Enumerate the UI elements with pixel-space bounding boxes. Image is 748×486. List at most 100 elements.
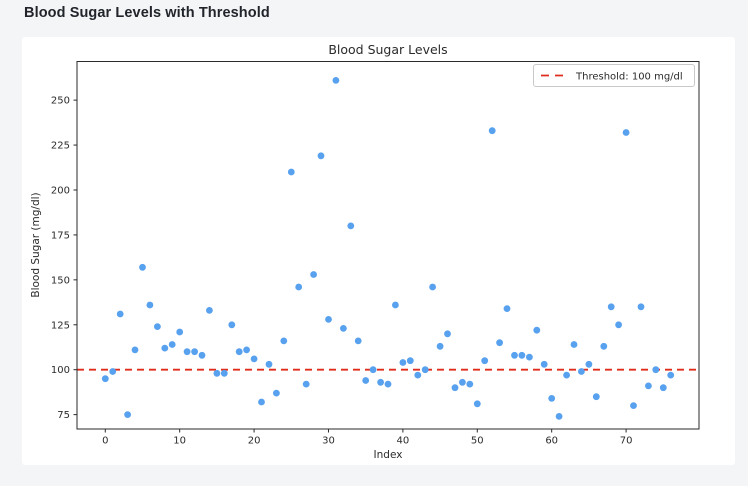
data-point xyxy=(191,348,199,356)
data-point xyxy=(652,366,660,374)
data-point xyxy=(473,400,481,408)
data-point xyxy=(451,384,459,392)
data-point xyxy=(503,305,511,312)
data-point xyxy=(377,378,384,386)
data-point xyxy=(340,325,347,332)
data-point xyxy=(287,168,295,176)
data-point xyxy=(183,348,191,356)
data-point xyxy=(228,321,236,329)
data-point xyxy=(533,326,541,334)
y-axis-ticks: 75 100 125 150 175 200 225 250 xyxy=(51,96,77,421)
data-point xyxy=(273,389,280,397)
data-point xyxy=(302,380,310,388)
data-point xyxy=(362,377,370,384)
data-point xyxy=(384,380,392,388)
x-tick-label: 20 xyxy=(248,436,261,447)
data-point xyxy=(220,369,228,377)
y-axis-label: Blood Sugar (mg/dl) xyxy=(30,192,42,297)
data-point xyxy=(399,359,407,366)
y-tick-label: 225 xyxy=(51,141,70,152)
data-point xyxy=(622,129,630,136)
data-point xyxy=(637,303,645,311)
figure-card xyxy=(22,37,735,465)
data-point xyxy=(139,263,146,271)
data-point xyxy=(109,368,117,375)
x-tick-label: 70 xyxy=(620,436,633,447)
data-point xyxy=(250,355,258,363)
data-point xyxy=(124,411,131,418)
data-point xyxy=(481,357,489,365)
data-point xyxy=(459,378,466,386)
data-point xyxy=(421,366,429,374)
data-point xyxy=(526,353,533,361)
data-point xyxy=(265,360,273,368)
data-point xyxy=(630,402,637,409)
x-tick-label: 50 xyxy=(471,436,484,447)
data-point xyxy=(116,310,124,318)
data-point xyxy=(258,398,265,406)
data-point xyxy=(592,393,600,401)
data-point xyxy=(615,321,622,329)
data-point xyxy=(466,380,474,388)
scatter-points xyxy=(101,77,675,420)
data-point xyxy=(206,307,213,314)
data-point xyxy=(310,271,317,278)
y-tick-label: 150 xyxy=(51,275,70,286)
chart-title: Blood Sugar Levels xyxy=(328,42,447,57)
data-point xyxy=(280,337,288,345)
data-point xyxy=(325,316,332,323)
data-point xyxy=(317,152,325,160)
data-point xyxy=(659,384,667,392)
data-point xyxy=(146,301,154,309)
data-point xyxy=(578,368,585,375)
data-point xyxy=(176,328,184,336)
axes-spines xyxy=(76,61,700,430)
data-point xyxy=(347,222,355,230)
data-point xyxy=(406,357,414,365)
y-tick-label: 250 xyxy=(51,96,70,107)
x-tick-label: 40 xyxy=(397,436,410,447)
data-point xyxy=(496,339,503,347)
data-point xyxy=(555,413,563,420)
y-tick-label: 175 xyxy=(51,230,70,241)
data-point xyxy=(369,366,377,374)
y-tick-label: 125 xyxy=(51,320,70,331)
data-point xyxy=(332,77,340,84)
legend-box xyxy=(533,64,695,87)
data-point xyxy=(518,351,526,359)
x-tick-label: 30 xyxy=(322,436,335,447)
data-point xyxy=(295,283,303,291)
data-point xyxy=(198,351,206,359)
data-point xyxy=(540,360,548,368)
data-point xyxy=(570,341,578,348)
legend-label: Threshold: 100 mg/dl xyxy=(575,72,683,83)
data-point xyxy=(488,127,496,135)
data-point xyxy=(414,371,422,379)
data-point xyxy=(645,382,652,390)
data-point xyxy=(392,301,399,309)
y-tick-label: 200 xyxy=(51,185,70,196)
data-point xyxy=(585,360,593,368)
data-point xyxy=(235,348,243,356)
x-tick-label: 0 xyxy=(102,436,108,447)
data-point xyxy=(511,351,518,359)
data-point xyxy=(354,337,362,345)
legend: Threshold: 100 mg/dl xyxy=(533,64,695,87)
data-point xyxy=(154,323,161,330)
data-point xyxy=(444,330,451,338)
data-point xyxy=(548,395,556,402)
y-tick-label: 75 xyxy=(57,410,70,421)
data-point xyxy=(436,342,444,350)
x-axis-label: Index xyxy=(374,449,403,461)
data-point xyxy=(101,375,109,383)
data-point xyxy=(161,344,169,352)
x-tick-label: 10 xyxy=(173,436,186,447)
data-point xyxy=(667,371,675,379)
data-point xyxy=(607,303,615,311)
data-point xyxy=(429,283,436,291)
y-tick-label: 100 xyxy=(51,365,70,376)
data-point xyxy=(243,346,251,354)
data-point xyxy=(600,342,608,350)
page-title: Blood Sugar Levels with Threshold xyxy=(24,5,270,21)
